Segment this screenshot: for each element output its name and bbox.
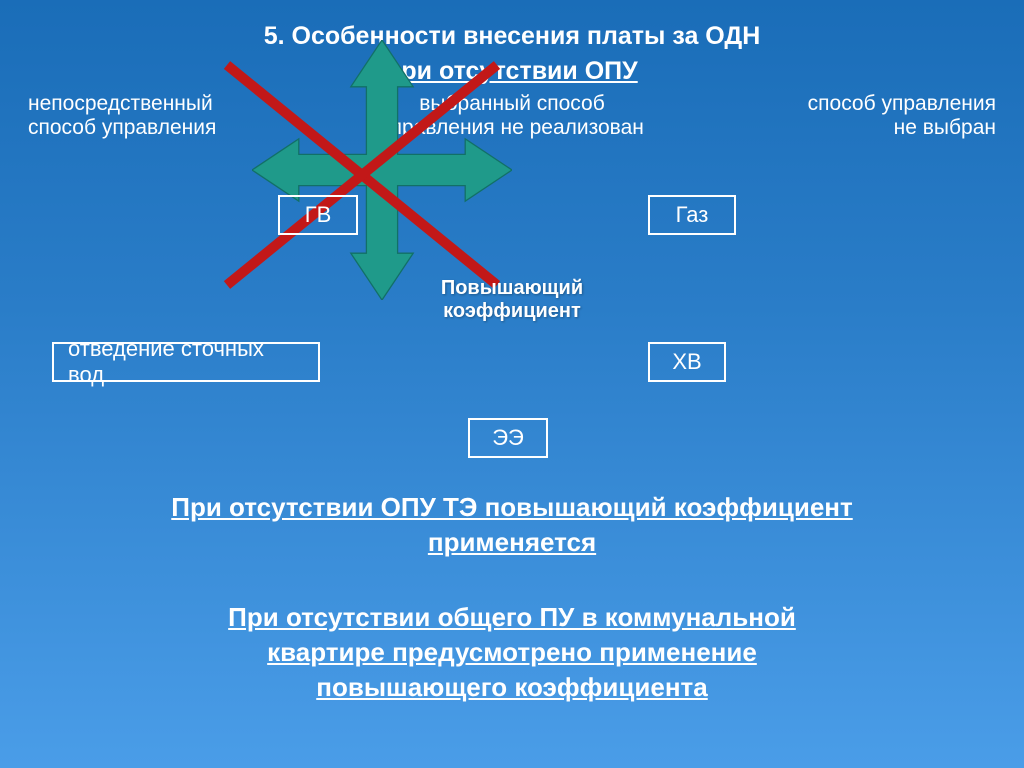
box-wastewater: отведение сточных вод — [52, 342, 320, 382]
footer2-line2: квартире предусмотрено применение — [267, 637, 757, 667]
box-ee: ЭЭ — [468, 418, 548, 458]
column-right-line2: не выбран — [673, 116, 996, 140]
page-subtitle: при отсутствии ОПУ — [0, 57, 1024, 86]
footer-note-2: При отсутствии общего ПУ в коммунальной … — [0, 600, 1024, 705]
box-ee-label: ЭЭ — [492, 425, 524, 451]
footer2-line3: повышающего коэффициента — [316, 672, 707, 702]
box-gaz: Газ — [648, 195, 736, 235]
footer1-line1: При отсутствии ОПУ ТЭ повышающий коэффиц… — [171, 492, 852, 522]
box-wastewater-label: отведение сточных вод — [68, 336, 304, 388]
box-hv: ХВ — [648, 342, 726, 382]
arrow-polygon — [252, 40, 512, 300]
column-headers: непосредственный способ управления выбра… — [0, 86, 1024, 140]
box-gv: ГВ — [278, 195, 358, 235]
footer-note-1: При отсутствии ОПУ ТЭ повышающий коэффиц… — [0, 490, 1024, 560]
footer2-line1: При отсутствии общего ПУ в коммунальной — [228, 602, 796, 632]
column-right-line1: способ управления — [673, 92, 996, 116]
center-label: Повышающий коэффициент — [441, 277, 583, 323]
box-gv-label: ГВ — [305, 202, 332, 228]
four-arrow-icon — [252, 40, 512, 300]
box-gaz-label: Газ — [676, 202, 709, 228]
column-right: способ управления не выбран — [673, 92, 996, 140]
center-label-line1: Повышающий — [441, 277, 583, 300]
center-label-line2: коэффициент — [441, 300, 583, 323]
page-title: 5. Особенности внесения платы за ОДН — [0, 0, 1024, 51]
footer1-line2: применяется — [428, 527, 596, 557]
box-hv-label: ХВ — [672, 349, 701, 375]
